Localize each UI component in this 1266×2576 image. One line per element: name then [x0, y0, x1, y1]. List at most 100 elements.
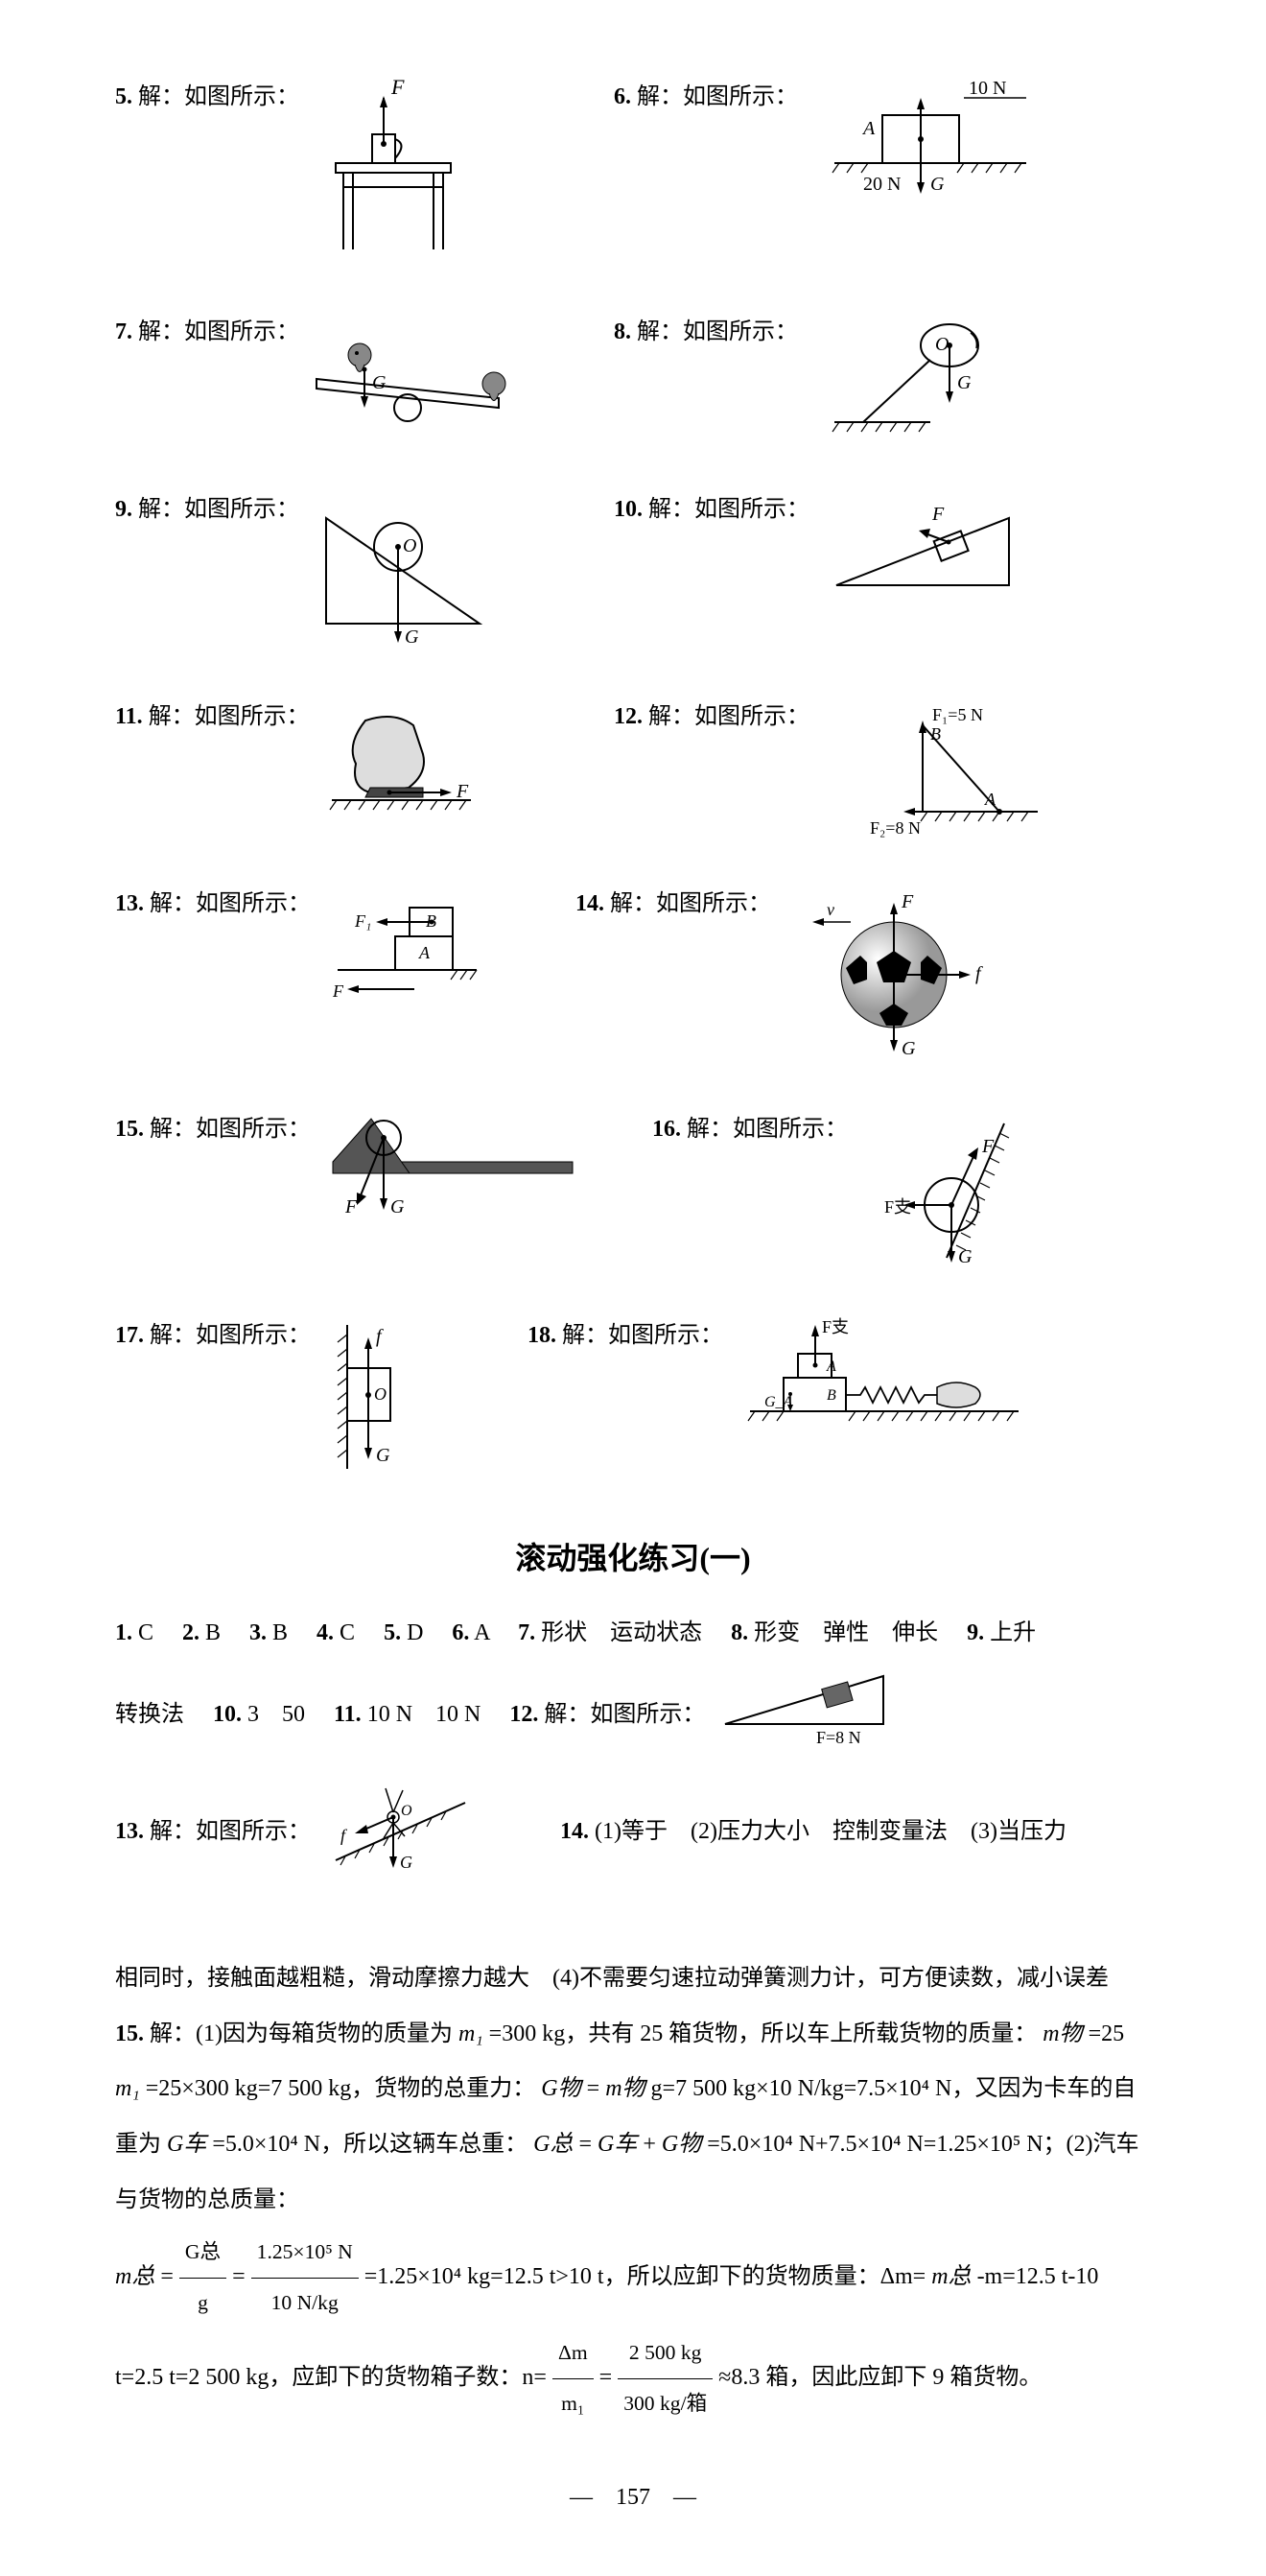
t1: =300 kg，共有 25 箱货物，所以车上所载货物的质量：: [489, 2021, 1038, 2046]
frac1: G总 g: [179, 2228, 226, 2328]
frac2n: 1.25×10⁵ N: [251, 2228, 359, 2279]
label-A: A: [984, 790, 996, 809]
f-mzong2: m总: [931, 2264, 971, 2289]
n9: 9.: [967, 1620, 984, 1645]
label-G: G: [372, 372, 387, 393]
label-F: F: [456, 781, 469, 802]
label-G: G: [902, 1038, 916, 1059]
text-7: 解：如图所示：: [138, 319, 299, 344]
diagram-7: G: [307, 312, 537, 451]
text-18: 解：如图所示：: [562, 1323, 723, 1348]
n12: 12.: [509, 1701, 538, 1726]
problem-10: 10. 解：如图所示： F: [614, 489, 1028, 619]
answers-run-1: 1. C 2. B 3. B 4. C 5. D 6. A 7. 形状 运动状态…: [115, 1620, 1036, 1645]
label-F: F: [332, 981, 344, 1001]
page-number: — 157 —: [115, 2477, 1151, 2518]
diagram-6: 10 N A 20 N G: [806, 77, 1036, 225]
label-f: f: [340, 1826, 348, 1845]
label-f: f: [975, 963, 983, 984]
a8: 形变 弹性 伸长: [754, 1620, 938, 1645]
text-5: 解：如图所示：: [138, 84, 299, 109]
f-gzong: G总: [533, 2132, 573, 2157]
label-G: G: [390, 1196, 405, 1217]
label-v: v: [827, 900, 834, 919]
label-A: A: [861, 118, 876, 139]
label-O: O: [401, 1803, 412, 1819]
diagram-16: F支 F G: [856, 1109, 1047, 1287]
frac2: 1.25×10⁵ N 10 N/kg: [251, 2228, 359, 2328]
frac1n: G总: [179, 2228, 226, 2279]
section-title: 滚动强化练习(一): [115, 1531, 1151, 1587]
num-12: 12.: [614, 704, 643, 729]
frac2d: 10 N/kg: [251, 2279, 359, 2328]
a7: 形状 运动状态: [541, 1620, 702, 1645]
a12: 解：如图所示：: [544, 1701, 705, 1726]
problem-13: 13. 解：如图所示： B A F₁ F: [115, 884, 575, 1023]
label-10: 10. 解：如图所示：: [614, 489, 809, 531]
text-13: 解：如图所示：: [150, 891, 311, 916]
diagram-14: F f G v: [779, 884, 1019, 1080]
row-15-16: 15. 解：如图所示： F G 16. 解：如图所示：: [115, 1109, 1151, 1287]
frac3: Δm m₁: [552, 2328, 594, 2429]
n4: 4.: [316, 1620, 334, 1645]
label-f: f: [376, 1326, 384, 1347]
t4: =: [587, 2076, 600, 2101]
t10: =1.25×10⁴ kg=12.5 t>10 t，所以应卸下的货物质量：Δm=: [364, 2264, 926, 2289]
label-B: B: [930, 724, 941, 744]
num-6: 6.: [614, 84, 631, 109]
line2-prefix: 转换法: [115, 1701, 184, 1726]
n10: 10.: [213, 1701, 242, 1726]
label-11: 11. 解：如图所示：: [115, 697, 310, 738]
n8: 8.: [731, 1620, 748, 1645]
label-A: A: [826, 1359, 836, 1375]
text-15: 解：如图所示：: [150, 1117, 311, 1142]
para1: 相同时，接触面越粗糙，滑动摩擦力越大 (4)不需要匀速拉动弹簧测力计，可方便读数…: [115, 1966, 1109, 1991]
diagram-11: F: [317, 697, 490, 836]
frac3d: m₁: [552, 2379, 594, 2429]
text-11: 解：如图所示：: [149, 704, 310, 729]
f-gche: G车: [167, 2132, 206, 2157]
label-9: 9. 解：如图所示：: [115, 489, 299, 531]
f-m1b: m₁: [115, 2076, 140, 2101]
num-13: 13.: [115, 891, 144, 916]
text-12: 解：如图所示：: [648, 704, 809, 729]
problem-5: 5. 解：如图所示： F: [115, 77, 614, 283]
num-18: 18.: [528, 1323, 556, 1348]
a15-prefix: 解：(1)因为每箱货物的质量为: [150, 2021, 453, 2046]
diagram-12: F₁=5 N B A F₂=8 N: [817, 697, 1047, 855]
label-Fz: F支: [822, 1317, 849, 1336]
label-F: F: [390, 77, 405, 99]
label-B: B: [827, 1387, 836, 1404]
problem-11: 11. 解：如图所示： F: [115, 697, 614, 836]
label-20N: 20 N: [863, 174, 901, 195]
a3: B: [272, 1620, 288, 1645]
num-10: 10.: [614, 497, 643, 522]
label-15: 15. 解：如图所示：: [115, 1109, 311, 1150]
row-17-18: 17. 解：如图所示： O f G: [115, 1315, 1151, 1493]
num-11: 11.: [115, 704, 143, 729]
f-gwu: G物: [541, 2076, 580, 2101]
f-mzong: m总: [115, 2264, 154, 2289]
label-F: F: [901, 891, 914, 912]
diagram-10: F: [817, 489, 1028, 619]
problem-7: 7. 解：如图所示： G: [115, 312, 614, 451]
num-7: 7.: [115, 319, 132, 344]
diagram-13: B A F₁ F: [318, 884, 491, 1023]
problem-6: 6. 解：如图所示： 10 N A 20 N G: [614, 77, 1036, 225]
num-9: 9.: [115, 497, 132, 522]
label-G: G: [930, 174, 945, 195]
row-5-6: 5. 解：如图所示： F 6. 解: [115, 77, 1151, 283]
n1: 1.: [115, 1620, 132, 1645]
label-G: G: [400, 1853, 412, 1872]
label-O: O: [374, 1384, 387, 1404]
label-O: O: [403, 535, 416, 556]
n3: 3.: [249, 1620, 267, 1645]
f-gwu2: G物: [662, 2132, 701, 2157]
a6: A: [474, 1620, 489, 1645]
num-14: 14.: [575, 891, 604, 916]
t3: =25×300 kg=7 500 kg，货物的总重力：: [146, 2076, 536, 2101]
text-8: 解：如图所示：: [637, 319, 798, 344]
label-5: 5. 解：如图所示：: [115, 77, 299, 118]
label-18: 18. 解：如图所示：: [528, 1315, 723, 1357]
page-num-val: 157: [616, 2485, 650, 2510]
